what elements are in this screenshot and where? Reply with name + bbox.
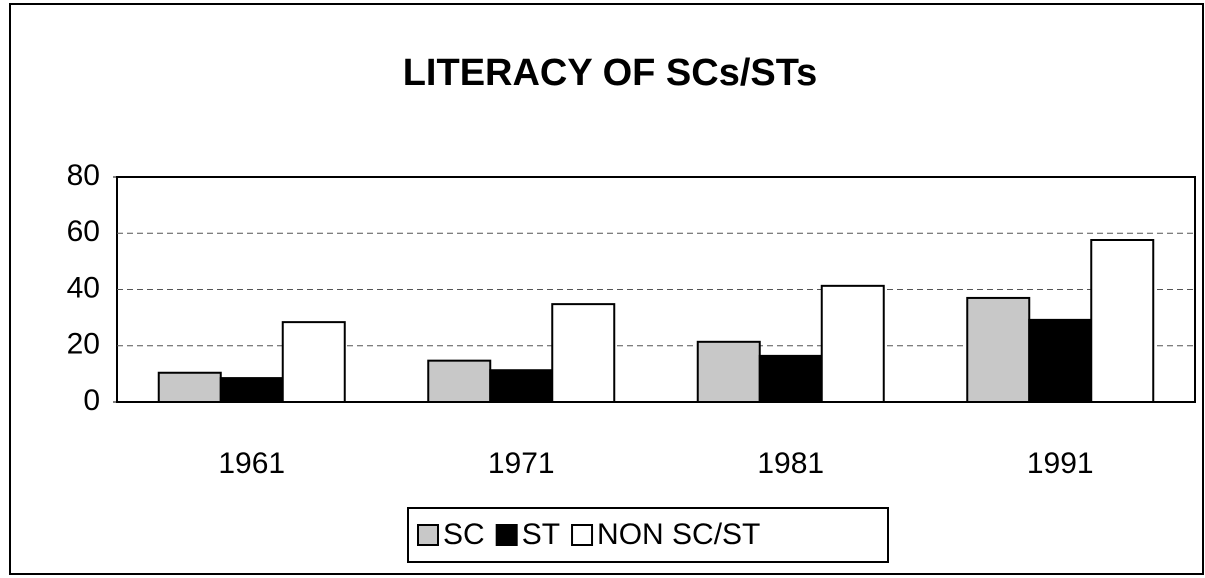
bar [1090, 239, 1155, 403]
x-tick-label: 1981 [757, 447, 824, 480]
legend-label: SC [443, 518, 485, 551]
bar [820, 284, 885, 403]
bar [551, 303, 616, 403]
x-tick-label: 1961 [218, 447, 285, 480]
chart-title: LITERACY OF SCs/STs [403, 52, 818, 94]
bar [1028, 318, 1093, 403]
bar [966, 296, 1031, 403]
x-tick-label: 1971 [488, 447, 555, 480]
y-tick-label: 40 [67, 271, 100, 304]
y-tick-label: 80 [67, 159, 100, 192]
bar [281, 321, 346, 403]
bar [219, 377, 284, 403]
y-tick-label: 0 [83, 384, 100, 417]
bar [157, 371, 222, 403]
bar [427, 359, 492, 403]
bar [489, 369, 554, 403]
legend-swatch [571, 524, 594, 546]
legend-swatch [417, 524, 439, 546]
legend-box [407, 507, 889, 563]
y-tick-label: 20 [67, 328, 100, 361]
legend-swatch [495, 524, 518, 546]
bar [696, 340, 761, 403]
x-tick-label: 1991 [1027, 447, 1094, 480]
y-tick-label: 60 [67, 215, 100, 248]
legend-label: NON SC/ST [597, 518, 760, 551]
bar [758, 354, 823, 403]
legend-label: ST [522, 518, 560, 551]
